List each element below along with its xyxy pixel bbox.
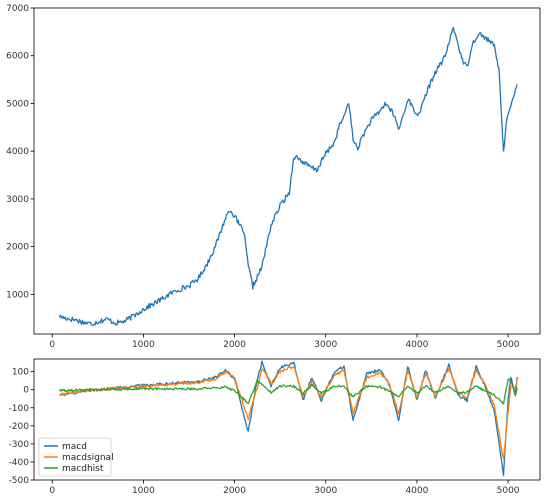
- y-tick-label: 5000: [6, 99, 29, 109]
- macd-chart-frame: [33, 358, 541, 481]
- macd-chart-axes: 0 1000 2000 3000 4000 5000-500-400-300-200-10…: [9, 368, 520, 496]
- x-tick-label: 5000: [497, 340, 520, 350]
- x-tick-label: 0: [49, 486, 55, 496]
- y-tick-label: -300: [9, 440, 30, 450]
- price-chart-panel: 0 1000 2000 3000 4000 5000 1000 2000 3000 4000 500…: [6, 4, 541, 350]
- series-line-macdsignal: [59, 366, 518, 460]
- y-tick-label: 2000: [6, 243, 29, 253]
- x-tick-label: 5000: [497, 486, 520, 496]
- series-line-macdhist: [58, 378, 518, 405]
- macd-chart-panel: 0 1000 2000 3000 4000 5000-500-400-300-200-10…: [9, 358, 541, 496]
- legend-box: [38, 437, 112, 477]
- macd-series-layer: [58, 360, 518, 477]
- legend-entry-macdhist: macdhist: [44, 464, 104, 474]
- legend-entry-macdsignal: macdsignal: [44, 453, 114, 463]
- y-tick-label: -100: [9, 404, 30, 414]
- y-tick-label: 7000: [6, 4, 29, 14]
- y-tick-label: 4000: [6, 147, 29, 157]
- x-tick-label: 3000: [314, 486, 337, 496]
- legend-label-macdhist: macdhist: [62, 464, 104, 474]
- y-tick-label: 1000: [6, 290, 29, 300]
- price-chart-axes: 0 1000 2000 3000 4000 5000 1000 2000 3000 4000 500…: [6, 4, 520, 350]
- x-tick-label: 0: [49, 340, 55, 350]
- legend-label-macd: macd: [62, 442, 87, 452]
- y-tick-label: 6000: [6, 52, 29, 62]
- price-chart-frame: [33, 7, 541, 335]
- y-tick-label: -500: [9, 476, 30, 486]
- y-tick-label: 3000: [6, 195, 29, 205]
- x-tick-label: 3000: [314, 340, 337, 350]
- x-tick-label: 4000: [405, 486, 428, 496]
- x-tick-label: 1000: [132, 340, 155, 350]
- x-tick-label: 1000: [132, 486, 155, 496]
- x-tick-label: 4000: [405, 340, 428, 350]
- y-tick-label: 100: [12, 368, 29, 378]
- x-tick-label: 2000: [223, 340, 246, 350]
- y-tick-label: -400: [9, 458, 30, 468]
- legend-entry-macd: macd: [44, 442, 87, 452]
- x-tick-label: 2000: [223, 486, 246, 496]
- macd-legend: macd macdsignal macdhist: [38, 437, 114, 477]
- y-tick-label: -200: [9, 422, 30, 432]
- price-series-layer: [58, 26, 518, 327]
- legend-label-macdsignal: macdsignal: [62, 453, 114, 463]
- series-line-price-0: [58, 26, 518, 327]
- y-tick-label: 0: [23, 386, 29, 396]
